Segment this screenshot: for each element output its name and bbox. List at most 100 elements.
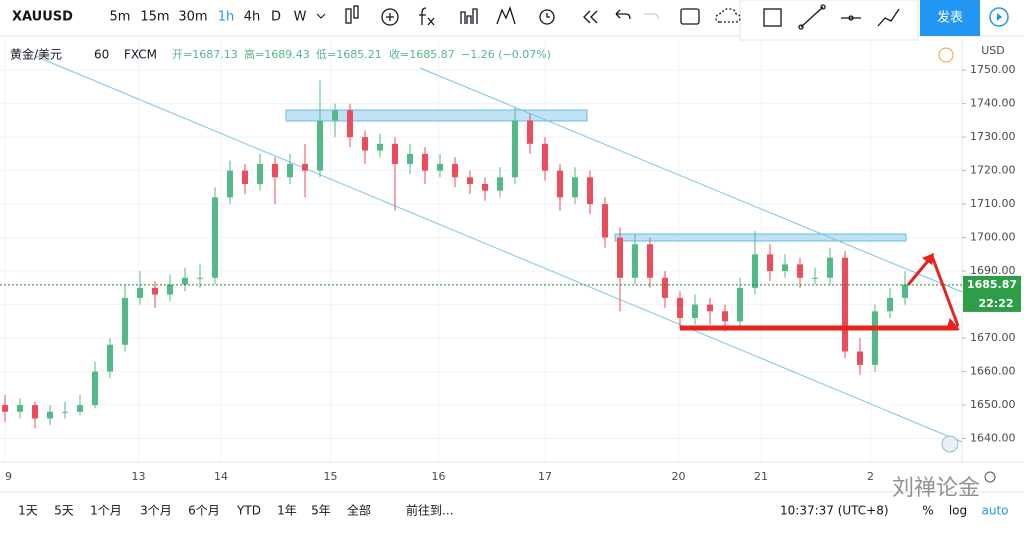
logo xyxy=(941,435,959,453)
candle-body xyxy=(422,153,428,171)
interval-button[interactable]: 1h xyxy=(218,10,235,25)
y-tick-label: 1700.00 xyxy=(970,231,1016,244)
candle-body xyxy=(722,311,728,322)
legend-change: −1.26 (−0.07%) xyxy=(461,48,551,61)
x-tick-label: 14 xyxy=(214,470,228,483)
candle-body xyxy=(392,143,398,164)
x-tick-label: 16 xyxy=(432,470,446,483)
range-button[interactable]: 3个月 xyxy=(140,504,172,518)
candle-body xyxy=(242,170,248,185)
channel-line xyxy=(34,55,963,443)
candle-body xyxy=(467,177,473,185)
resistance-zone xyxy=(614,233,907,242)
candle-body xyxy=(2,405,8,412)
legend-open: 开=1687.13 xyxy=(172,48,238,61)
y-tick-label: 1650.00 xyxy=(970,398,1016,411)
interval-button[interactable]: W xyxy=(294,10,307,25)
x-tick-label: 15 xyxy=(324,470,338,483)
candle-body xyxy=(257,163,263,185)
candle-body xyxy=(167,284,173,295)
candle-body xyxy=(647,244,653,278)
replay-button[interactable] xyxy=(989,7,1009,27)
range-button[interactable]: 5年 xyxy=(311,504,331,518)
legend-high: 高=1689.43 xyxy=(244,47,310,61)
interval-button[interactable]: 4h xyxy=(244,10,261,25)
settings-icon[interactable] xyxy=(984,471,996,483)
candle-body xyxy=(107,344,113,372)
x-tick-label: 20 xyxy=(672,470,686,483)
candle-body xyxy=(152,287,158,295)
candle-body xyxy=(452,163,458,178)
candle-body xyxy=(497,177,503,191)
candle-body xyxy=(827,257,833,278)
y-tick-label: 1750.00 xyxy=(970,63,1016,76)
range-button[interactable]: YTD xyxy=(236,504,261,518)
legend: 黄金/美元 60 FXCM 开=1687.13 高=1689.43 低=1685… xyxy=(10,47,551,62)
percent-toggle[interactable]: % xyxy=(922,504,933,518)
candle-body xyxy=(887,297,893,312)
y-tick-label: 1670.00 xyxy=(970,331,1016,344)
candle-body xyxy=(197,277,203,279)
interval-button[interactable]: 30m xyxy=(178,10,207,25)
candle-body xyxy=(62,411,68,413)
candle-body xyxy=(377,143,383,151)
candle-body xyxy=(512,120,518,178)
y-tick-label: 1660.00 xyxy=(970,365,1016,378)
candle-body xyxy=(317,120,323,171)
range-button[interactable]: 1天 xyxy=(18,504,38,518)
log-toggle[interactable]: log xyxy=(949,504,967,518)
candle-body xyxy=(347,110,353,138)
warning-icon[interactable] xyxy=(938,47,954,63)
candle-body xyxy=(287,163,293,178)
toolbar-icons xyxy=(345,5,700,26)
interval-button[interactable]: D xyxy=(271,10,281,25)
last-price-bg xyxy=(963,275,1021,312)
auto-toggle[interactable]: auto xyxy=(981,504,1008,518)
publish-button[interactable]: 发表 xyxy=(937,10,963,26)
y-tick-label: 1690.00 xyxy=(970,264,1016,277)
candle-body xyxy=(92,371,98,406)
candle-body xyxy=(587,177,593,205)
y-tick-label: 1740.00 xyxy=(970,97,1016,110)
grid-group: 1640.001650.001660.001670.001680.001690.… xyxy=(0,40,1016,462)
candle-body xyxy=(677,297,683,318)
x-tick-label: 17 xyxy=(538,470,552,483)
candle-body xyxy=(437,163,443,171)
range-button[interactable]: 5天 xyxy=(54,504,74,518)
candle-body xyxy=(812,277,818,279)
symbol[interactable]: XAUUSD xyxy=(12,10,73,25)
candle-body xyxy=(557,170,563,198)
time-axis: 9 13 14 15 16 17 20 21 2 xyxy=(5,470,874,483)
candle-body xyxy=(77,405,83,412)
candle-body xyxy=(362,137,368,151)
y-tick-label: 1710.00 xyxy=(970,197,1016,210)
replay-icon xyxy=(997,13,1002,21)
candle-body xyxy=(572,177,578,198)
range-button[interactable]: 1个月 xyxy=(90,504,122,518)
candle-body xyxy=(47,411,53,419)
publish-button-bg xyxy=(920,0,980,36)
range-button[interactable]: 6个月 xyxy=(188,504,220,518)
legend-close: 收=1685.87 xyxy=(389,47,455,61)
candle-body xyxy=(482,184,488,191)
candle-body xyxy=(752,254,758,288)
candle-body xyxy=(542,143,548,171)
countdown: 22:22 xyxy=(978,297,1013,310)
y-tick-label: 1720.00 xyxy=(970,164,1016,177)
y-tick-label: 1640.00 xyxy=(970,432,1016,445)
candle-body xyxy=(182,277,188,285)
drawing-icons xyxy=(715,4,900,30)
candle-body xyxy=(737,287,743,322)
interval-button[interactable]: 15m xyxy=(140,10,169,25)
goto-date[interactable]: 前往到... xyxy=(406,503,453,518)
x-tick-label: 21 xyxy=(754,470,768,483)
candle-body xyxy=(212,197,218,278)
candle-body xyxy=(302,163,308,171)
candle-body xyxy=(692,304,698,318)
range-button[interactable]: 1年 xyxy=(277,504,297,518)
candle-body xyxy=(842,257,848,352)
interval-button[interactable]: 5m xyxy=(110,10,131,25)
clock: 10:37:37 (UTC+8) xyxy=(780,504,889,518)
range-button[interactable]: 全部 xyxy=(347,503,371,518)
